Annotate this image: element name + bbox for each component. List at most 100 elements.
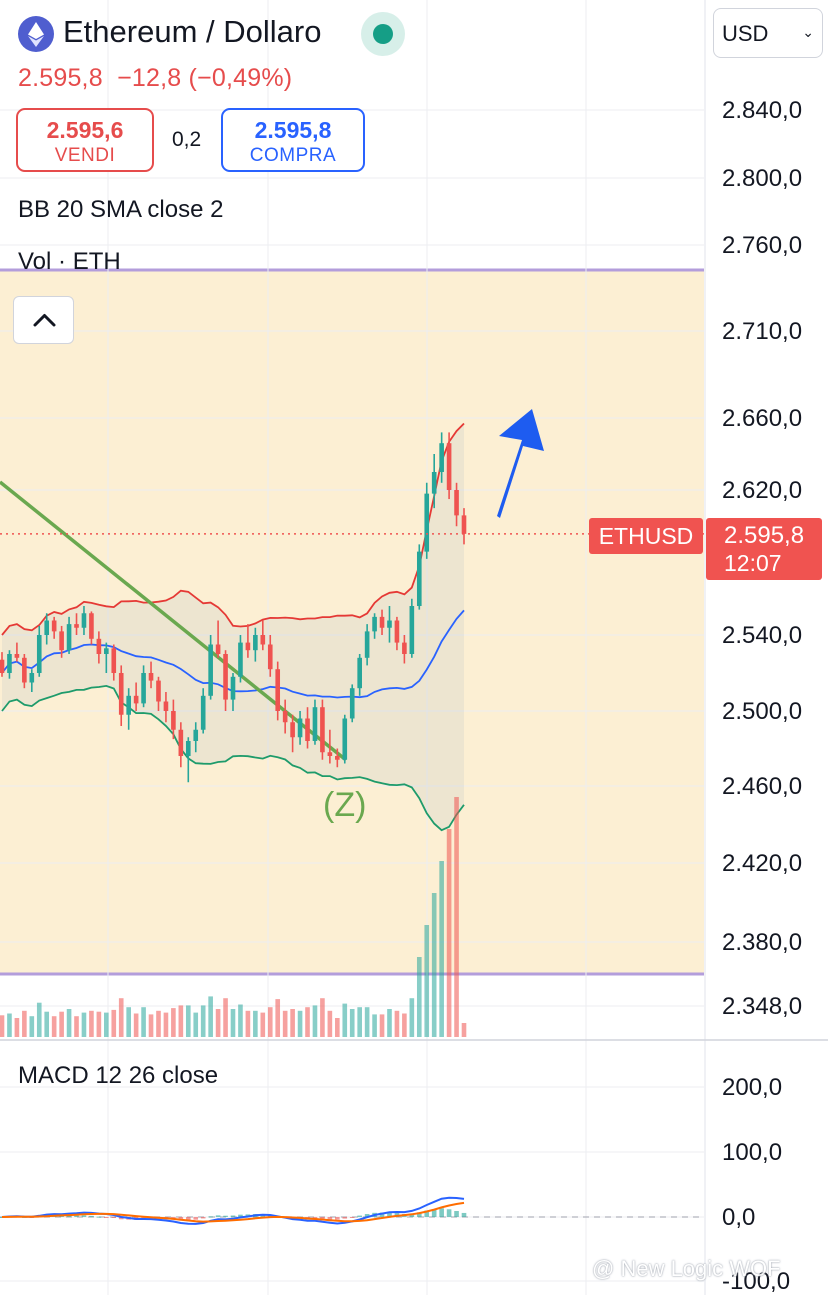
- price-axis-label: 2.540,0: [722, 622, 803, 649]
- candle-body: [14, 654, 20, 658]
- candle-body: [36, 635, 42, 673]
- currency-select[interactable]: USD ⌄: [713, 8, 823, 58]
- candle-body: [156, 680, 161, 702]
- candle-body: [305, 718, 310, 741]
- volume-bar: [454, 797, 459, 1037]
- candle-body: [215, 644, 221, 654]
- chevron-down-icon: ⌄: [802, 24, 814, 40]
- last-price: 2.595,8: [18, 64, 103, 92]
- volume-bar: [185, 1005, 191, 1037]
- volume-bar: [349, 1009, 355, 1037]
- volume-indicator-label[interactable]: Vol · ETH: [18, 248, 121, 275]
- candle-body: [245, 642, 251, 651]
- chart-grid: [0, 0, 704, 1295]
- volume-bar: [357, 1007, 362, 1037]
- volume-bar: [245, 1010, 251, 1037]
- volume-bar: [439, 861, 444, 1037]
- macd-histogram-bar: [185, 1217, 191, 1221]
- candle-body: [349, 688, 355, 719]
- volume-bar: [51, 1016, 57, 1037]
- candle-body: [364, 631, 370, 658]
- volume-bar: [81, 1012, 87, 1037]
- candle-body: [208, 644, 213, 696]
- candle-body: [394, 620, 400, 643]
- up-arrow-annotation[interactable]: [497, 409, 544, 518]
- volume-bar: [148, 1014, 154, 1037]
- candle-body: [424, 493, 430, 552]
- macd-signal-line: [1, 1201, 465, 1223]
- macd-histogram-bar: [461, 1212, 467, 1217]
- candle-body: [335, 756, 340, 760]
- bb-indicator-label[interactable]: BB 20 SMA close 2: [18, 196, 224, 223]
- candle-body: [81, 613, 87, 628]
- volume-bar: [141, 1007, 146, 1037]
- candle-body: [163, 701, 169, 711]
- volume-bar: [230, 1009, 236, 1037]
- price-axis-label: 2.660,0: [722, 405, 803, 432]
- sell-price: 2.595,6: [46, 117, 124, 143]
- macd-histogram-bar: [320, 1217, 325, 1220]
- volume-bar: [44, 1011, 50, 1037]
- volume-bar: [320, 998, 325, 1037]
- volume-bar: [312, 1005, 318, 1037]
- buy-button[interactable]: 2.595,8 COMPRA: [221, 108, 365, 172]
- price-axis-label: 2.800,0: [722, 165, 803, 192]
- candle-body: [238, 642, 243, 677]
- volume-bar: [424, 925, 430, 1037]
- candle-body: [267, 644, 273, 670]
- macd-histogram-bar: [111, 1217, 117, 1218]
- chevron-up-icon: [33, 314, 56, 327]
- candle-body: [7, 654, 12, 673]
- volume-bar: [14, 1018, 20, 1037]
- volume-bar: [327, 1010, 333, 1037]
- candle-body: [111, 648, 117, 673]
- price-axis-label: 2.348,0: [722, 993, 803, 1020]
- sell-button[interactable]: 2.595,6 VENDI: [16, 108, 154, 172]
- volume-bar: [297, 1010, 303, 1037]
- volume-bar: [275, 999, 281, 1037]
- macd-histogram-bar: [431, 1209, 437, 1217]
- current-price-tag: 2.595,8 12:07: [706, 518, 822, 580]
- candle-body: [260, 635, 266, 645]
- candle-body: [379, 616, 385, 628]
- price-axis-label: 2.380,0: [722, 929, 803, 956]
- macd-histogram-bar: [327, 1217, 333, 1220]
- price-axis-label: 2.620,0: [722, 477, 803, 504]
- candle-body: [29, 673, 35, 683]
- collapse-indicators-button[interactable]: [13, 296, 74, 344]
- volume-bar: [446, 829, 452, 1037]
- candle-body: [454, 490, 459, 516]
- price-axis-label: 2.420,0: [722, 850, 803, 877]
- bb-band-fill: [2, 423, 464, 831]
- macd-axis-label: 100,0: [722, 1139, 783, 1166]
- ethereum-icon: [18, 16, 54, 52]
- candle-body: [118, 673, 124, 715]
- volume-bar: [267, 1007, 273, 1037]
- candle-body: [178, 729, 184, 756]
- volume-bar: [394, 1010, 400, 1037]
- candle-body: [327, 752, 333, 756]
- symbol-title[interactable]: Ethereum / Dollaro: [63, 14, 322, 49]
- macd-histogram-bar: [357, 1215, 362, 1217]
- macd-histogram-bar: [387, 1212, 392, 1217]
- macd-indicator-label[interactable]: MACD 12 26 close: [18, 1062, 219, 1089]
- volume-bar: [0, 1015, 5, 1037]
- volume-bar: [238, 1004, 243, 1037]
- candle-body: [431, 472, 437, 494]
- candle-body: [439, 443, 444, 472]
- volume-bar: [7, 1013, 12, 1037]
- volume-bar: [461, 1023, 467, 1037]
- trendline[interactable]: [0, 480, 348, 762]
- macd-histogram-bar: [416, 1212, 422, 1217]
- candle-body: [416, 551, 422, 606]
- sell-label: VENDI: [54, 145, 116, 166]
- candle-body: [51, 620, 57, 632]
- candle-body: [446, 443, 452, 490]
- volume-bar: [290, 1009, 295, 1037]
- macd-histogram-bar: [439, 1208, 444, 1217]
- macd-histogram-bar: [424, 1210, 430, 1217]
- candle-body: [96, 638, 102, 654]
- macd-histogram-bar: [379, 1212, 385, 1217]
- candle-body: [0, 659, 5, 673]
